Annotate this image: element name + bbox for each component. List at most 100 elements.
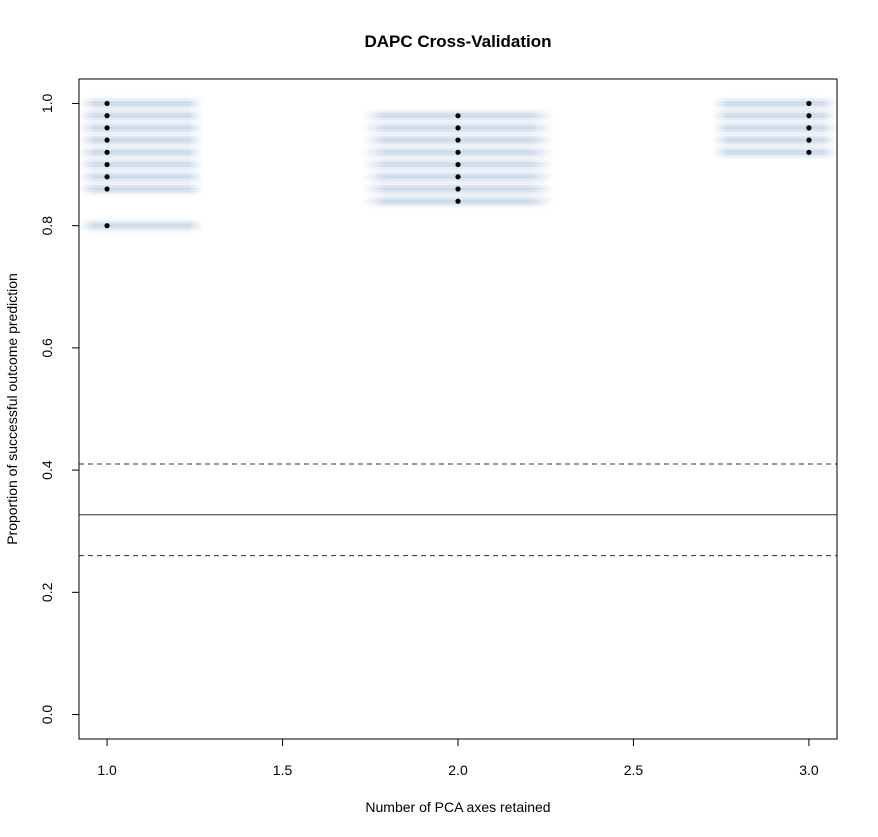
y-tick-label: 0.6 [39, 338, 55, 358]
density-band [79, 143, 204, 146]
data-point [104, 161, 110, 168]
density-band [361, 180, 555, 183]
density-band [79, 128, 204, 131]
density-band [712, 155, 837, 158]
density-band [712, 102, 837, 105]
density-band [712, 116, 837, 119]
density-band [712, 151, 837, 154]
density-band [79, 224, 204, 227]
y-tick-label: 1.0 [39, 94, 55, 114]
chart-title: DAPC Cross-Validation [364, 32, 551, 51]
density-band [79, 189, 204, 192]
data-point [455, 198, 461, 204]
density-band [361, 131, 555, 134]
data-point [455, 174, 461, 180]
density-band [712, 143, 837, 146]
density-band [79, 172, 204, 175]
density-cloud-1 [79, 97, 204, 232]
density-band [712, 137, 837, 140]
density-band [361, 185, 555, 187]
density-band [712, 154, 837, 157]
density-band [79, 162, 204, 165]
data-point [104, 149, 110, 155]
density-band [712, 111, 837, 114]
density-band [79, 229, 204, 232]
y-tick-label: 0.2 [39, 582, 55, 602]
density-band [712, 123, 837, 126]
density-band [361, 142, 555, 145]
density-band [361, 160, 555, 163]
density-band [79, 174, 204, 177]
data-point [455, 125, 461, 131]
density-band [79, 146, 204, 149]
density-band [712, 117, 837, 120]
density-band [79, 110, 204, 113]
data-point [806, 149, 812, 155]
density-band [79, 140, 204, 143]
density-band [79, 171, 204, 174]
data-point [104, 186, 110, 192]
density-band [361, 117, 555, 120]
data-point [455, 137, 461, 143]
density-band [712, 105, 837, 108]
density-band [361, 159, 555, 162]
density-band [361, 203, 555, 206]
data-point [104, 100, 110, 107]
data-point [104, 113, 110, 119]
density-band [361, 195, 555, 198]
density-band [79, 105, 204, 108]
density-band [712, 148, 837, 151]
density-band [79, 119, 204, 122]
density-band [712, 114, 837, 117]
density-band [79, 166, 204, 169]
density-cloud-3 [712, 97, 837, 158]
density-band [79, 149, 204, 152]
y-tick-label: 0.8 [39, 216, 55, 236]
density-band [712, 129, 837, 132]
density-band [79, 227, 204, 230]
density-band [712, 100, 837, 103]
data-point [104, 137, 110, 143]
density-band [79, 126, 204, 129]
density-band [361, 171, 555, 174]
density-band [712, 131, 837, 134]
density-band [712, 142, 837, 145]
density-band [79, 191, 204, 193]
density-band [712, 110, 837, 113]
x-axis-label: Number of PCA axes retained [365, 799, 550, 815]
data-point [806, 137, 812, 143]
density-band [79, 131, 204, 134]
density-band [712, 113, 837, 116]
density-band [712, 106, 837, 109]
density-band [361, 192, 555, 195]
density-band [79, 103, 204, 106]
density-band [79, 111, 204, 114]
density-band [712, 149, 837, 152]
density-band [361, 204, 555, 207]
density-band [361, 129, 555, 132]
density-band [712, 134, 837, 137]
density-band [361, 178, 555, 181]
density-band [79, 183, 204, 186]
density-band [712, 97, 837, 100]
density-band [79, 185, 204, 187]
density-band [361, 110, 555, 113]
density-band [712, 136, 837, 139]
y-axis-label: Proportion of successful outcome predict… [4, 273, 20, 545]
density-band [712, 146, 837, 149]
density-band [79, 139, 204, 142]
density-band [79, 134, 204, 137]
density-band [361, 208, 554, 210]
density-band [712, 128, 837, 131]
density-band [712, 122, 837, 125]
density-band [712, 140, 837, 143]
density-band [712, 103, 837, 106]
density-band [361, 166, 555, 169]
density-band [79, 102, 204, 105]
density-band [361, 146, 555, 149]
density-band [79, 175, 204, 178]
density-band [79, 148, 204, 151]
density-band [79, 155, 204, 158]
data-point [455, 149, 461, 155]
